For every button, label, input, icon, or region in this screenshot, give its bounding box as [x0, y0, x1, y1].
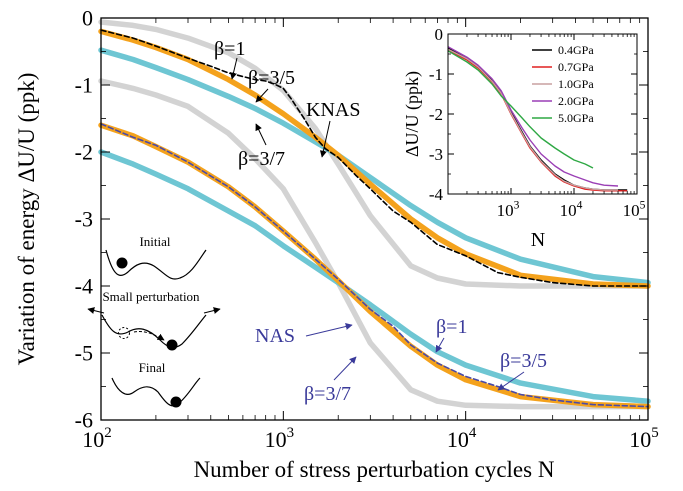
- inset-legend-label: 2.0GPa: [558, 94, 594, 108]
- nas-beta-1-arrow: [435, 337, 445, 353]
- inset-x-tick-label: 104: [560, 198, 583, 220]
- main-y-tick-label: -4: [75, 274, 93, 299]
- inset-x-tick-base: 10: [497, 201, 514, 220]
- schematic-final-label: Final: [139, 360, 166, 375]
- main-x-tick-base: 10: [447, 427, 469, 452]
- main-x-tick-label: 104: [447, 425, 477, 452]
- knas-beta-1-label: β=1: [214, 38, 245, 60]
- perturbed-landscape-curve: [101, 314, 207, 349]
- initial-ball-ghost-icon: [118, 327, 130, 339]
- main-y-tick-label: -3: [75, 207, 93, 232]
- knas-data-line: [100, 29, 649, 287]
- main-y-axis-label: Variation of energy ΔU/U (ppk): [14, 73, 39, 366]
- energy-landscape-schematic: Initial Small perturbation Final: [87, 234, 221, 408]
- nas-beta-3-7-arrow: [333, 356, 357, 381]
- inset-series-1-0gpa-line: [447, 48, 618, 191]
- ball-transition-arrow: [133, 331, 165, 341]
- main-x-axis-label: Number of stress perturbation cycles N: [194, 457, 555, 482]
- knas-label: KNAS: [306, 99, 360, 121]
- main-x-tick-base: 10: [629, 427, 651, 452]
- main-x-tick-label: 102: [82, 425, 111, 452]
- main-x-tick-base: 10: [82, 427, 104, 452]
- inset-series-2-0gpa-line: [447, 46, 619, 187]
- initial-landscape-curve: [105, 249, 207, 280]
- inset-y-tick-label: -1: [429, 65, 443, 84]
- left-tilt-arrow: [87, 307, 105, 314]
- inset-series-layer: [447, 46, 628, 192]
- initial-ball-icon: [116, 257, 128, 269]
- nas-arrow: [305, 323, 353, 337]
- final-landscape-curve: [111, 377, 201, 407]
- inset-y-axis-label: ΔU/U (ppk): [402, 71, 423, 157]
- main-y-tick-label: -2: [75, 140, 93, 165]
- main-y-tick-label: -1: [75, 73, 93, 98]
- inset-legend-label: 5.0GPa: [558, 111, 594, 125]
- inset-x-tick-exponent: 4: [577, 198, 583, 211]
- right-tilt-arrow: [203, 307, 221, 314]
- inset-x-tick-exponent: 5: [640, 198, 646, 211]
- main-x-tick-label: 103: [265, 425, 294, 452]
- main-x-tick-exponent: 4: [469, 425, 477, 441]
- main-y-tick-label: 0: [82, 6, 93, 31]
- schematic-small-perturbation-label: Small perturbation: [102, 289, 200, 304]
- inset-legend-label: 1.0GPa: [558, 77, 594, 91]
- main-y-tick-label: -5: [75, 341, 93, 366]
- nas-data-line: [100, 123, 649, 408]
- main-y-tick-label: -6: [75, 408, 93, 433]
- perturbed-ball-icon: [166, 339, 178, 351]
- schematic-initial-label: Initial: [139, 234, 170, 249]
- nas-label: NAS: [255, 325, 295, 347]
- inset-x-tick-exponent: 3: [514, 198, 520, 211]
- knas-beta-3-7-label: β=3/7: [238, 148, 285, 170]
- nas-beta-3-7-label: β=3/7: [304, 383, 351, 405]
- inset-y-tick-label: -3: [429, 145, 443, 164]
- inset-background: [448, 34, 637, 194]
- knas-beta-3-5-arrow: [255, 88, 269, 103]
- inset-x-tick-label: 103: [497, 198, 520, 220]
- inset-x-tick-base: 10: [623, 201, 640, 220]
- inset-series-5-0gpa-line: [447, 50, 594, 169]
- inset-y-tick-label: -4: [429, 185, 444, 204]
- knas-beta-1-arrow: [230, 57, 238, 80]
- knas-arrow: [319, 120, 331, 158]
- nas-beta-3-5-label: β=3/5: [500, 350, 547, 372]
- inset-x-tick-base: 10: [560, 201, 577, 220]
- nas-beta-3-5-arrow: [497, 371, 525, 391]
- knas-beta-3-5-label: β=3/5: [248, 67, 295, 89]
- main-annotations: β=1 β=3/5 KNAS β=3/7 NAS β=1 β=3/5 β=3/7: [214, 38, 547, 405]
- main-x-tick-base: 10: [265, 427, 287, 452]
- inset-x-axis-label: N: [531, 229, 545, 251]
- nas-fit-beta-1-line: [98, 78, 651, 410]
- knas-beta-3-7-arrow: [255, 123, 267, 146]
- inset-legend-label: 0.4GPa: [558, 43, 594, 57]
- knas-fit-beta-3-5-line: [98, 28, 651, 289]
- main-x-tick-exponent: 5: [651, 425, 658, 441]
- main-x-tick-exponent: 2: [104, 425, 111, 441]
- inset-y-tick-label: 0: [435, 25, 444, 44]
- inset-y-tick-label: -2: [429, 105, 443, 124]
- main-series-layer: [98, 19, 651, 410]
- main-x-tick-exponent: 3: [287, 425, 294, 441]
- inset-legend: 0.4GPa 0.7GPa 1.0GPa 2.0GPa 5.0GPa: [532, 43, 594, 125]
- main-x-tick-label: 105: [629, 425, 658, 452]
- inset-x-tick-label: 105: [623, 198, 646, 220]
- nas-beta-1-label: β=1: [436, 316, 467, 338]
- nas-fit-beta-3-7-line: [98, 149, 651, 404]
- inset-legend-label: 0.7GPa: [558, 60, 594, 74]
- final-ball-icon: [170, 396, 182, 408]
